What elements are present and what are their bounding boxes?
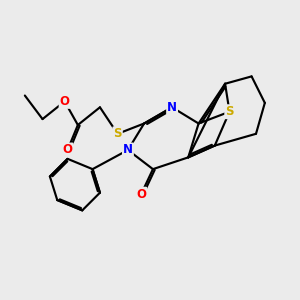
Text: N: N xyxy=(167,101,177,114)
Text: N: N xyxy=(123,143,133,157)
Text: O: O xyxy=(136,188,146,201)
Text: S: S xyxy=(225,105,234,118)
Text: S: S xyxy=(113,127,122,140)
Text: O: O xyxy=(60,95,70,108)
Text: O: O xyxy=(63,143,73,157)
